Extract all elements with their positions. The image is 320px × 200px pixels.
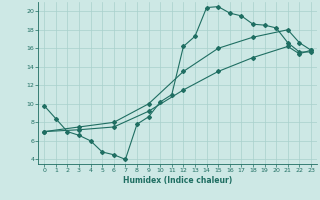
X-axis label: Humidex (Indice chaleur): Humidex (Indice chaleur) — [123, 176, 232, 185]
